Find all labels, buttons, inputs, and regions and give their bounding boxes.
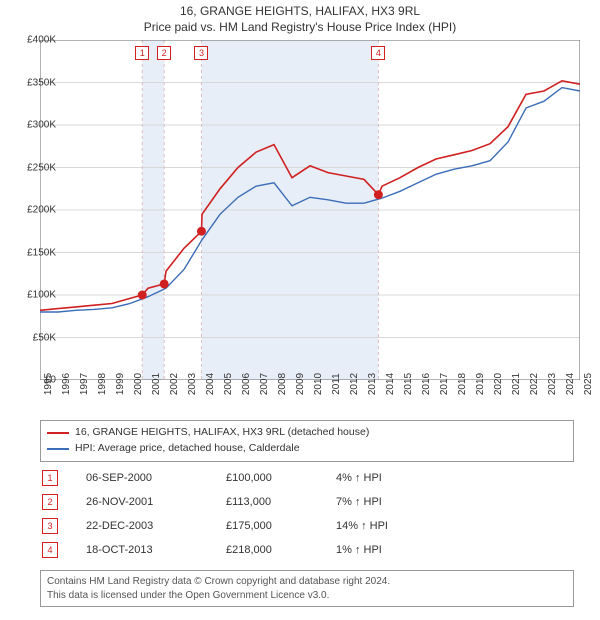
y-tick-label: £100K <box>6 290 56 301</box>
y-tick-label: £250K <box>6 162 56 173</box>
x-tick-label: 2014 <box>385 373 396 395</box>
x-tick-label: 2025 <box>583 373 594 395</box>
chart-svg <box>40 40 580 380</box>
x-tick-label: 2006 <box>241 373 252 395</box>
sale-index-box: 2 <box>42 494 58 510</box>
x-tick-label: 2024 <box>565 373 576 395</box>
y-tick-label: £50K <box>6 332 56 343</box>
y-tick-label: £400K <box>6 35 56 46</box>
sale-marker: 3 <box>194 46 208 60</box>
footer-line: This data is licensed under the Open Gov… <box>47 589 567 603</box>
x-tick-label: 2000 <box>133 373 144 395</box>
sale-marker: 1 <box>135 46 149 60</box>
x-tick-label: 2012 <box>349 373 360 395</box>
title-address: 16, GRANGE HEIGHTS, HALIFAX, HX3 9RL <box>0 4 600 20</box>
sale-price: £218,000 <box>226 544 336 556</box>
y-tick-label: £200K <box>6 205 56 216</box>
x-tick-label: 2002 <box>169 373 180 395</box>
x-tick-label: 2005 <box>223 373 234 395</box>
x-tick-label: 2013 <box>367 373 378 395</box>
sale-hpi-diff: 1% ↑ HPI <box>336 544 466 556</box>
legend-item-property: 16, GRANGE HEIGHTS, HALIFAX, HX3 9RL (de… <box>47 425 567 441</box>
sale-marker: 2 <box>157 46 171 60</box>
sale-row: 226-NOV-2001£113,0007% ↑ HPI <box>40 490 560 514</box>
x-tick-label: 2021 <box>511 373 522 395</box>
x-tick-label: 2003 <box>187 373 198 395</box>
price-chart <box>40 40 580 380</box>
sale-row: 322-DEC-2003£175,00014% ↑ HPI <box>40 514 560 538</box>
sale-date: 22-DEC-2003 <box>58 520 226 532</box>
sales-table: 106-SEP-2000£100,0004% ↑ HPI226-NOV-2001… <box>40 466 560 562</box>
sale-price: £100,000 <box>226 472 336 484</box>
sale-price: £175,000 <box>226 520 336 532</box>
x-tick-label: 2011 <box>331 373 342 395</box>
sale-hpi-diff: 14% ↑ HPI <box>336 520 466 532</box>
legend: 16, GRANGE HEIGHTS, HALIFAX, HX3 9RL (de… <box>40 420 574 462</box>
y-tick-label: £300K <box>6 120 56 131</box>
sale-date: 26-NOV-2001 <box>58 496 226 508</box>
x-tick-label: 2004 <box>205 373 216 395</box>
sale-row: 418-OCT-2013£218,0001% ↑ HPI <box>40 538 560 562</box>
legend-item-hpi: HPI: Average price, detached house, Cald… <box>47 441 567 457</box>
sale-hpi-diff: 7% ↑ HPI <box>336 496 466 508</box>
sale-price: £113,000 <box>226 496 336 508</box>
sale-date: 06-SEP-2000 <box>58 472 226 484</box>
x-tick-label: 2018 <box>457 373 468 395</box>
legend-swatch <box>47 448 69 450</box>
attribution-footer: Contains HM Land Registry data © Crown c… <box>40 570 574 607</box>
x-tick-label: 2023 <box>547 373 558 395</box>
legend-swatch <box>47 432 69 434</box>
x-tick-label: 2016 <box>421 373 432 395</box>
x-tick-label: 1998 <box>97 373 108 395</box>
sale-index-box: 3 <box>42 518 58 534</box>
page-root: 16, GRANGE HEIGHTS, HALIFAX, HX3 9RL Pri… <box>0 0 600 620</box>
legend-label: 16, GRANGE HEIGHTS, HALIFAX, HX3 9RL (de… <box>75 425 369 441</box>
x-tick-label: 2022 <box>529 373 540 395</box>
legend-label: HPI: Average price, detached house, Cald… <box>75 441 300 457</box>
sale-hpi-diff: 4% ↑ HPI <box>336 472 466 484</box>
y-tick-label: £150K <box>6 247 56 258</box>
y-tick-label: £350K <box>6 77 56 88</box>
footer-line: Contains HM Land Registry data © Crown c… <box>47 575 567 589</box>
x-tick-label: 2015 <box>403 373 414 395</box>
title-block: 16, GRANGE HEIGHTS, HALIFAX, HX3 9RL Pri… <box>0 0 600 37</box>
x-tick-label: 2020 <box>493 373 504 395</box>
x-tick-label: 2007 <box>259 373 270 395</box>
x-tick-label: 2017 <box>439 373 450 395</box>
x-tick-label: 1996 <box>61 373 72 395</box>
sale-date: 18-OCT-2013 <box>58 544 226 556</box>
sale-index-box: 1 <box>42 470 58 486</box>
x-tick-label: 1999 <box>115 373 126 395</box>
x-tick-label: 2008 <box>277 373 288 395</box>
x-tick-label: 1995 <box>43 373 54 395</box>
x-tick-label: 2001 <box>151 373 162 395</box>
x-tick-label: 1997 <box>79 373 90 395</box>
x-tick-label: 2009 <box>295 373 306 395</box>
sale-marker: 4 <box>371 46 385 60</box>
x-tick-label: 2019 <box>475 373 486 395</box>
x-tick-label: 2010 <box>313 373 324 395</box>
sale-row: 106-SEP-2000£100,0004% ↑ HPI <box>40 466 560 490</box>
title-subtitle: Price paid vs. HM Land Registry's House … <box>0 20 600 36</box>
sale-index-box: 4 <box>42 542 58 558</box>
